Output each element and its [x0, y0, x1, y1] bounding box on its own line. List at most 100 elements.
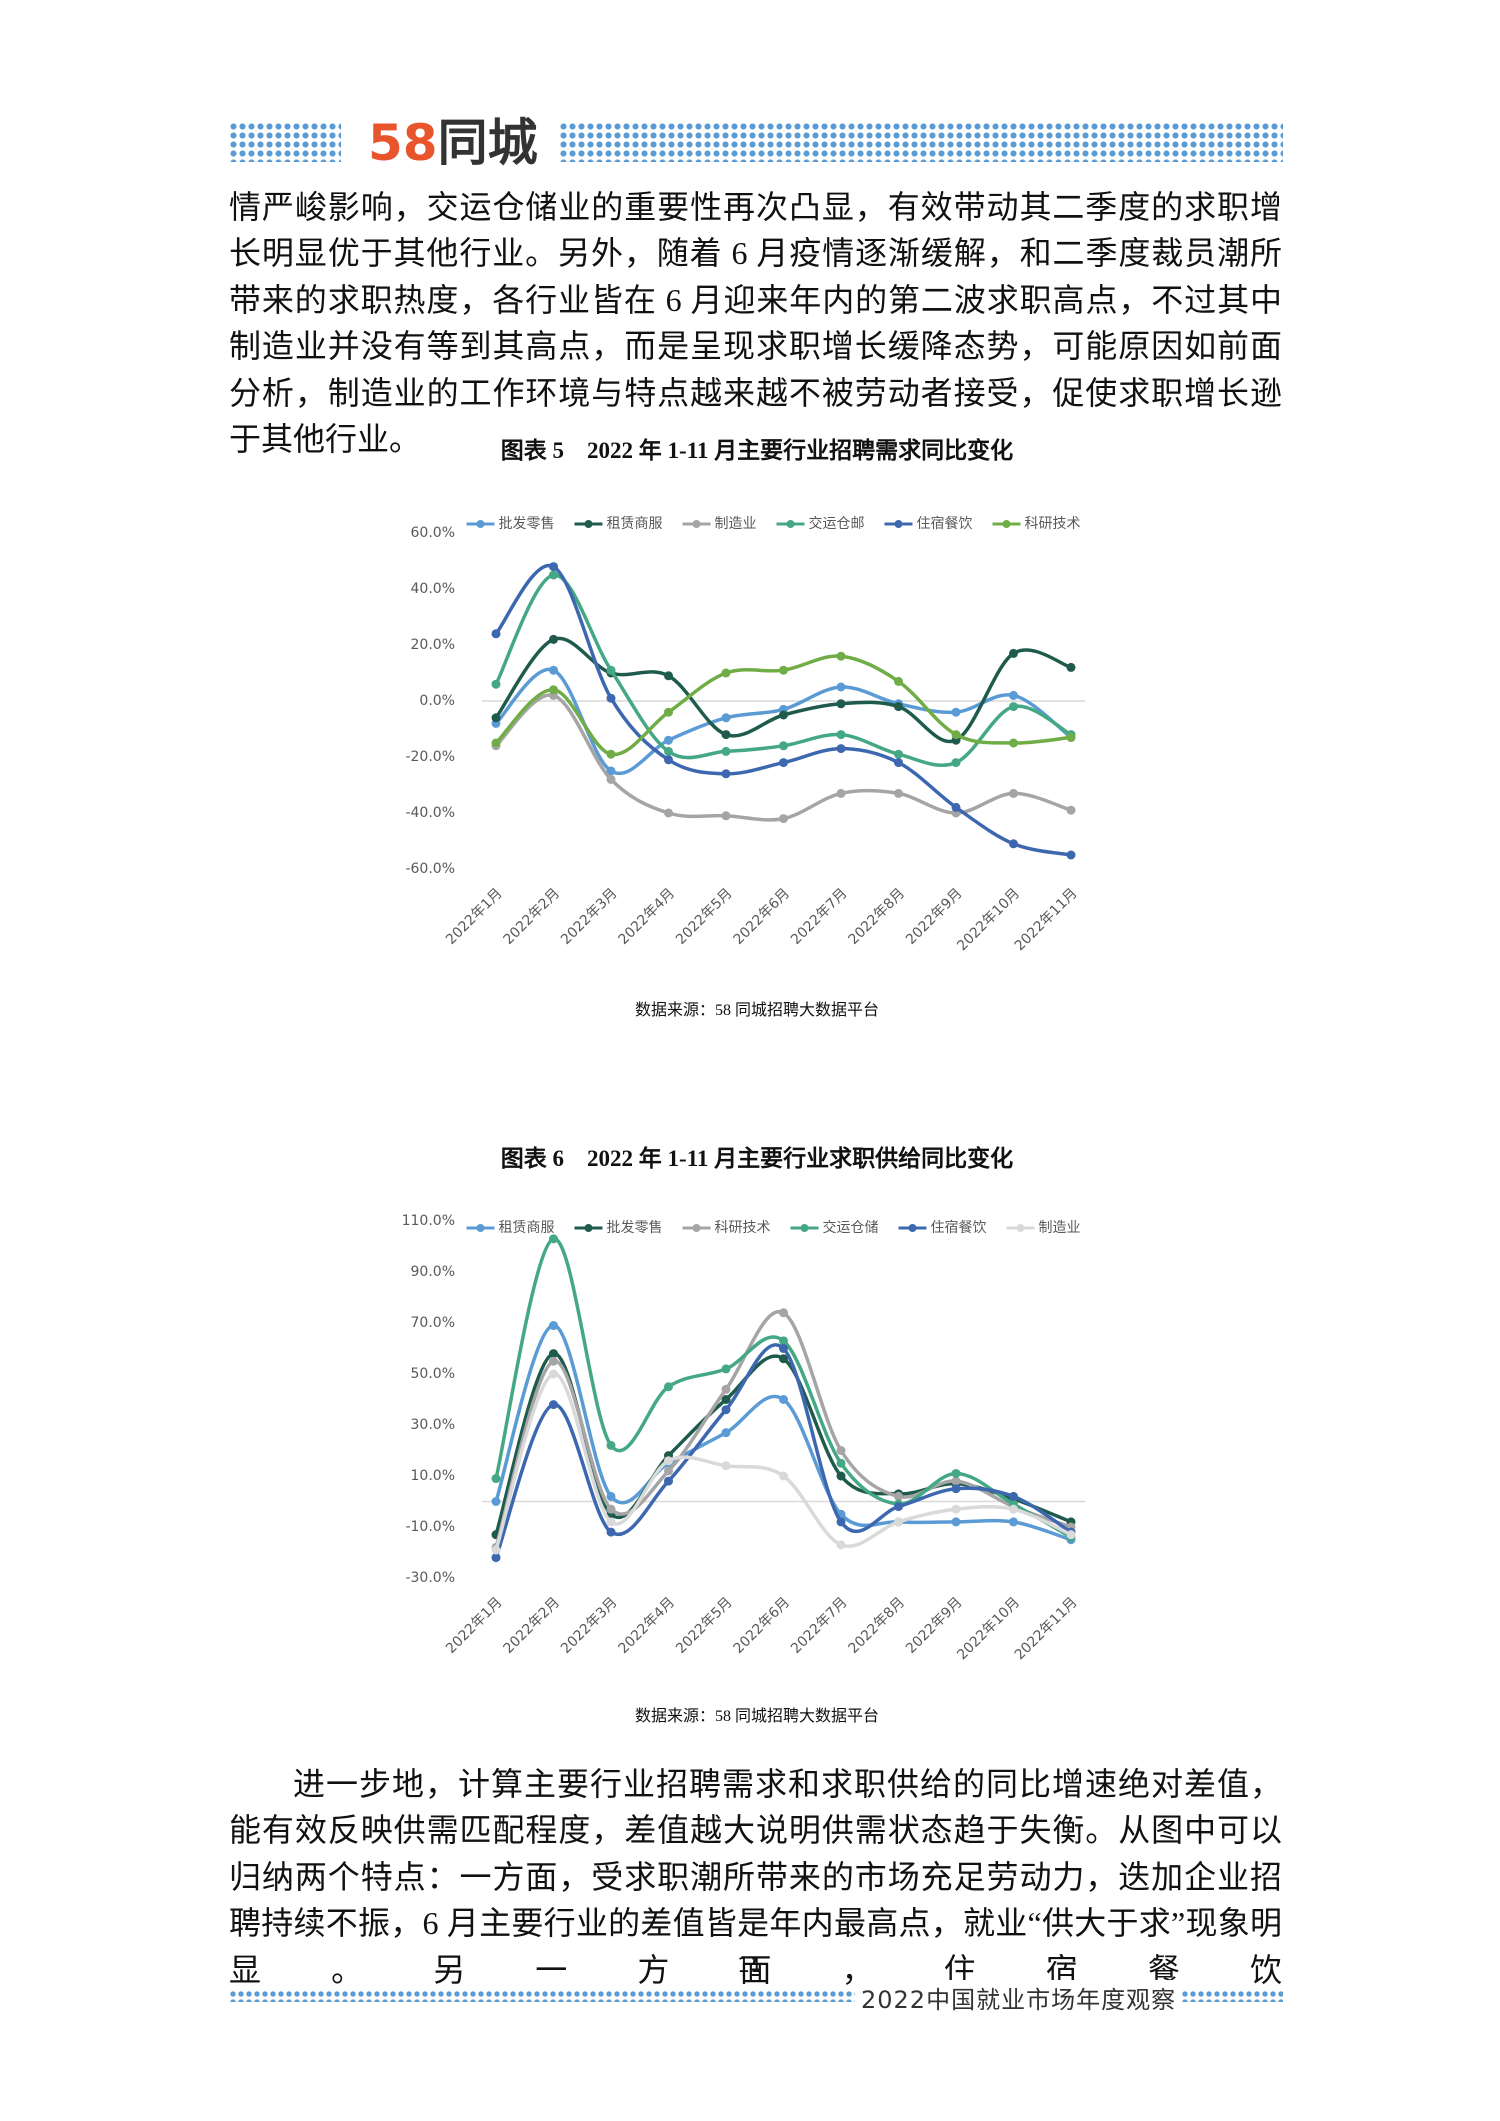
series-marker: [894, 1491, 903, 1501]
series-line: [494, 636, 1072, 744]
series-marker: [606, 1491, 616, 1501]
y-tick-label: 110.0%: [402, 1213, 455, 1229]
series-marker: [836, 682, 846, 692]
series-marker: [951, 1517, 961, 1527]
series-marker: [1009, 1504, 1018, 1514]
series-marker: [1066, 662, 1076, 672]
series-marker: [664, 755, 673, 765]
series-marker: [664, 1476, 673, 1486]
y-tick-label: -60.0%: [405, 861, 455, 877]
figure-caption: 图表 5 2022 年 1-11 月主要行业招聘需求同比变化: [500, 438, 1014, 463]
series-marker: [664, 735, 673, 745]
y-tick-label: -10.0%: [405, 1519, 455, 1535]
header-dots: [229, 122, 341, 162]
series-marker: [1066, 1530, 1076, 1540]
legend-label: 批发零售: [607, 1220, 663, 1236]
series-marker: [951, 1484, 961, 1494]
series-marker: [721, 811, 731, 821]
legend-label: 租赁商服: [499, 1220, 555, 1236]
series-marker: [951, 1476, 961, 1486]
x-tick-label: 2022年8月: [846, 885, 909, 948]
series-marker: [779, 1336, 788, 1346]
series-line: [494, 654, 1072, 756]
series-marker: [491, 1545, 501, 1555]
y-tick-label: 90.0%: [411, 1264, 455, 1280]
series-marker: [664, 671, 673, 681]
legend-marker: [800, 1224, 809, 1232]
x-tick-label: 2022年1月: [443, 1594, 506, 1657]
y-tick-label: 20.0%: [411, 637, 455, 653]
legend-label: 制造业: [1039, 1220, 1081, 1236]
series-marker: [664, 1466, 673, 1476]
series-marker: [549, 562, 558, 572]
series-marker: [836, 651, 846, 661]
x-tick-label: 2022年9月: [903, 1594, 966, 1657]
series-marker: [721, 769, 731, 779]
series-marker: [721, 1395, 731, 1404]
series-marker: [491, 713, 501, 723]
series-marker: [779, 1308, 788, 1318]
x-tick-label: 2022年6月: [731, 885, 794, 948]
legend-label: 租赁商服: [607, 516, 663, 532]
series-marker: [606, 774, 616, 784]
x-tick-label: 2022年3月: [558, 885, 621, 948]
series-marker: [549, 1349, 558, 1359]
legend-marker: [692, 1224, 701, 1232]
series-marker: [606, 1440, 616, 1450]
legend-marker: [894, 520, 903, 528]
series-marker: [606, 665, 616, 675]
series-marker: [836, 730, 846, 740]
series-marker: [1009, 690, 1018, 700]
series-marker: [836, 788, 846, 798]
series-marker: [1009, 1517, 1018, 1527]
series-marker: [549, 570, 558, 580]
series-marker: [549, 1234, 558, 1244]
paragraph: 进一步地，计算主要行业招聘需求和求职供给的同比增速绝对差值，能有效反映供需匹配程…: [229, 1766, 1282, 1988]
figure-source: 数据来源：58 同城招聘大数据平台: [634, 1002, 879, 1019]
series-line: [494, 693, 1072, 822]
series-marker: [836, 699, 846, 709]
series-marker: [894, 1517, 903, 1527]
y-tick-label: 60.0%: [411, 525, 455, 541]
x-tick-label: 2022年2月: [501, 885, 564, 948]
logo-number: 58: [368, 114, 438, 172]
series-marker: [664, 1382, 673, 1392]
series-marker: [779, 1395, 788, 1404]
series-marker: [951, 758, 961, 768]
series-marker: [894, 702, 903, 712]
series-marker: [951, 802, 961, 812]
series-marker: [779, 814, 788, 824]
legend-label: 住宿餐饮: [917, 515, 973, 532]
series-marker: [491, 738, 501, 748]
x-tick-label: 2022年3月: [558, 1594, 621, 1657]
legend-marker: [584, 520, 593, 528]
series-marker: [606, 1517, 616, 1527]
series-marker: [779, 1344, 788, 1353]
series-marker: [1009, 1491, 1018, 1501]
series-marker: [1066, 732, 1076, 742]
x-tick-label: 2022年5月: [673, 1594, 736, 1657]
figure-caption: 图表 6 2022 年 1-11 月主要行业求职供给同比变化: [500, 1146, 1014, 1171]
series-marker: [721, 730, 731, 740]
legend-marker: [1016, 1224, 1025, 1232]
legend-label: 交运仓邮: [809, 515, 865, 532]
series-marker: [779, 1471, 788, 1481]
y-tick-label: 70.0%: [411, 1315, 455, 1331]
series-marker: [1009, 702, 1018, 712]
series-marker: [836, 1517, 846, 1527]
series-marker: [836, 1446, 846, 1455]
series-marker: [491, 629, 501, 639]
series-marker: [836, 744, 846, 754]
legend-marker: [692, 520, 701, 528]
x-tick-label: 2022年7月: [788, 1594, 851, 1657]
series-marker: [721, 1461, 731, 1471]
series-marker: [951, 1468, 961, 1478]
y-tick-label: 30.0%: [411, 1417, 455, 1433]
series-marker: [1009, 738, 1018, 748]
legend-marker: [476, 1224, 485, 1232]
series-marker: [836, 1471, 846, 1481]
series-marker: [549, 1369, 558, 1379]
y-tick-label: -40.0%: [405, 805, 455, 821]
y-tick-label: 10.0%: [411, 1468, 455, 1484]
